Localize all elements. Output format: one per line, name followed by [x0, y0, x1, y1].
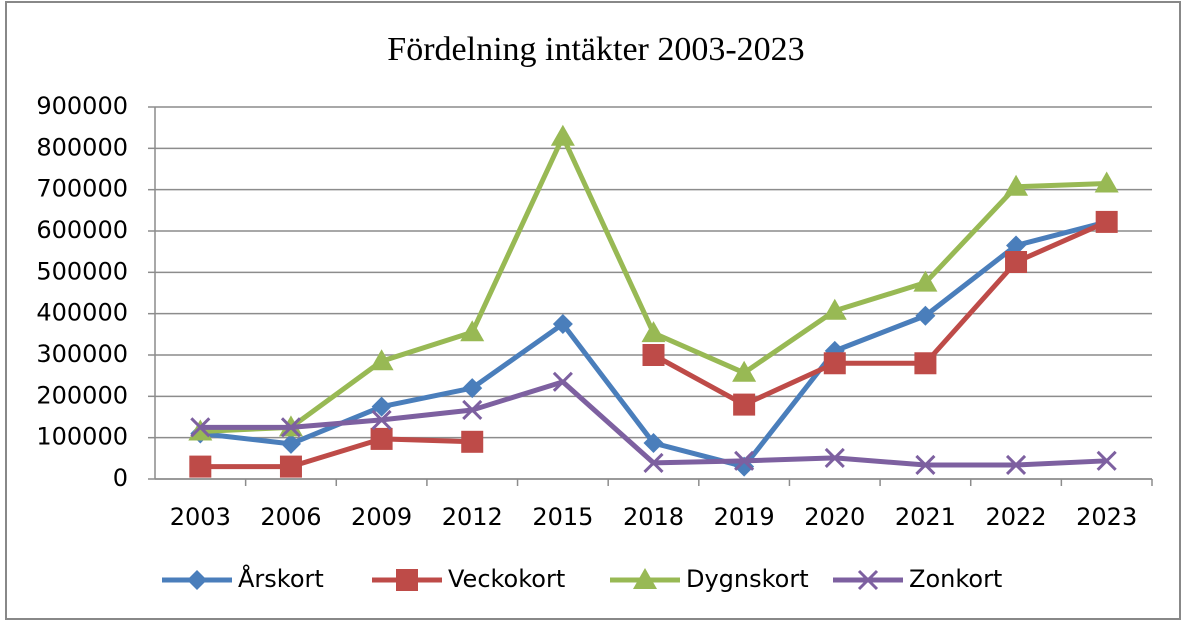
x-tick-label: 2006 [260, 503, 321, 531]
marker [552, 314, 573, 334]
x-tick-label: 2018 [623, 503, 684, 531]
x-tick-label: 2012 [442, 503, 503, 531]
marker [1004, 174, 1029, 196]
y-tick-label: 400000 [36, 299, 128, 327]
marker [369, 349, 394, 371]
marker [189, 455, 212, 478]
marker [371, 396, 392, 417]
marker [550, 124, 575, 146]
marker [913, 270, 938, 292]
marker [642, 344, 665, 366]
series-line [200, 219, 1108, 470]
marker [462, 399, 483, 421]
y-tick-label: 100000 [36, 423, 128, 451]
marker [371, 409, 392, 430]
marker [915, 305, 936, 326]
marker [460, 320, 485, 342]
x-tick-label: 2022 [986, 503, 1047, 531]
marker [1094, 171, 1119, 193]
chart-border [5, 1, 1181, 620]
marker [187, 570, 207, 590]
marker [824, 447, 845, 468]
x-tick-label: 2009 [351, 503, 412, 531]
y-tick-label: 700000 [36, 175, 128, 203]
x-tick-label: 2015 [532, 503, 593, 531]
marker [915, 454, 936, 476]
y-tick-label: 0 [113, 464, 128, 492]
marker [633, 568, 657, 589]
marker [857, 569, 879, 591]
marker [1005, 454, 1027, 476]
marker [279, 455, 302, 478]
x-tick-label: 2023 [1076, 503, 1137, 531]
marker [732, 360, 757, 382]
y-tick-label: 800000 [36, 133, 128, 161]
legend-label: Årskort [238, 564, 324, 593]
marker [823, 352, 846, 375]
legend-label: Zonkort [909, 565, 1002, 593]
x-tick-label: 2003 [170, 503, 231, 531]
marker [1095, 210, 1118, 233]
y-tick-label: 900000 [36, 92, 128, 120]
marker [734, 450, 755, 471]
marker [914, 352, 937, 375]
marker [280, 417, 302, 438]
y-tick-label: 500000 [36, 257, 128, 285]
marker [370, 427, 393, 450]
marker [280, 433, 301, 454]
marker [1005, 251, 1028, 273]
marker [1096, 450, 1117, 471]
x-tick-label: 2020 [804, 503, 865, 531]
marker [822, 298, 847, 320]
chart-title: Fördelning intäkter 2003-2023 [387, 31, 804, 68]
marker [643, 433, 664, 454]
marker [552, 371, 573, 392]
legend-label: Veckokort [448, 565, 565, 593]
y-tick-label: 600000 [36, 216, 128, 244]
y-tick-label: 200000 [36, 381, 128, 409]
x-tick-label: 2019 [714, 503, 775, 531]
marker [733, 393, 756, 416]
marker [643, 452, 664, 473]
marker [461, 430, 484, 453]
marker [396, 569, 418, 591]
marker [1006, 235, 1027, 256]
marker [462, 378, 483, 399]
legend-label: Dygnskort [686, 565, 809, 593]
y-tick-label: 300000 [36, 340, 128, 368]
marker [190, 417, 211, 438]
x-tick-label: 2021 [895, 503, 956, 531]
marker [641, 321, 666, 343]
